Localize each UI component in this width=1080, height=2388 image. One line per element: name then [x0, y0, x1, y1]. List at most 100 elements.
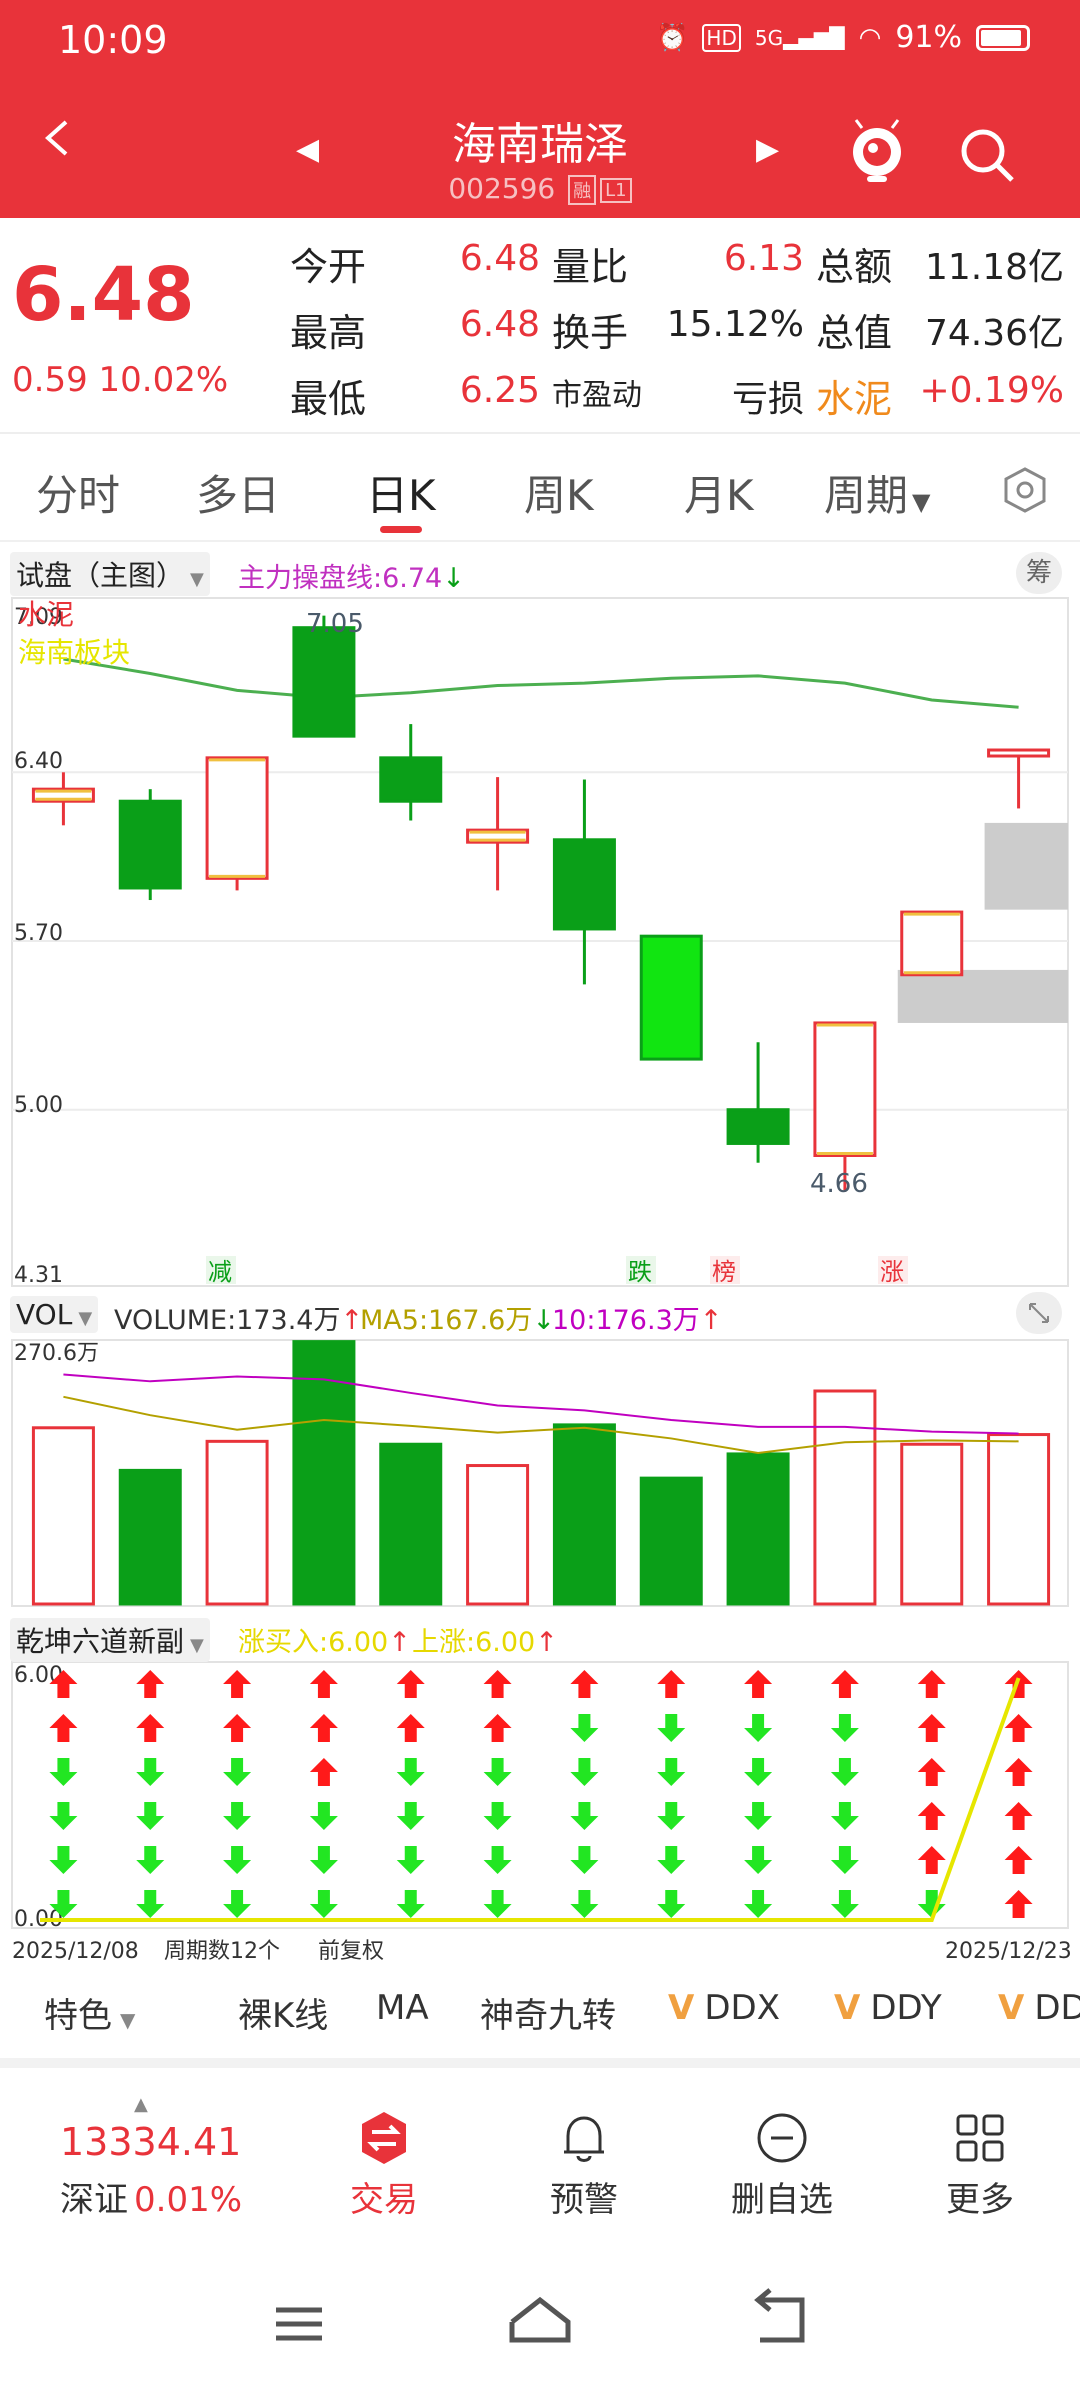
board-overlay-label: 海南板块 — [18, 636, 130, 669]
tab-multi-day[interactable]: 多日 — [196, 471, 281, 520]
menu-icon[interactable] — [276, 2307, 322, 2341]
main-chart-labels: 7.09 6.40 5.70 5.00 4.31 水泥 海南板块 7.05 4.… — [14, 598, 868, 1288]
search-icon[interactable] — [958, 126, 1016, 184]
margin-tag: 融 — [568, 175, 597, 205]
arrow-up-signal — [1004, 1714, 1033, 1742]
expand-button[interactable] — [1016, 1292, 1062, 1334]
volume-ratio-value: 6.13 — [723, 238, 804, 279]
turnover-amount-value: 11.18亿 — [924, 247, 1064, 288]
arrow-down-signal — [830, 1714, 859, 1742]
event-markers: 减 跌 榜 涨 — [206, 1256, 908, 1286]
caret-down-icon: ▼ — [190, 1635, 204, 1656]
arrow-up-signal — [917, 1670, 946, 1698]
arrow-up-signal — [136, 1670, 165, 1698]
arrow-down-signal — [136, 1758, 165, 1786]
volume-bar — [466, 1464, 530, 1606]
home-icon[interactable] — [509, 2296, 571, 2343]
battery-percent: 91% — [895, 20, 962, 55]
back-icon[interactable] — [38, 118, 78, 158]
marker-fall[interactable]: 跌 — [628, 1258, 652, 1286]
end-date: 2025/12/23 — [945, 1939, 1072, 1964]
ddx-button[interactable]: V DDX — [668, 1988, 780, 2028]
tab-period[interactable]: 周期 ▼ — [824, 462, 930, 523]
arrow-down-signal — [309, 1846, 338, 1874]
volume-ma-lines — [63, 1373, 1019, 1454]
ddz-button[interactable]: V DD — [998, 1988, 1080, 2028]
feature-dropdown[interactable]: 特色 ▼ — [44, 1988, 135, 2037]
sector-label[interactable]: 水泥 — [816, 377, 893, 421]
marker-rise[interactable]: 涨 — [880, 1258, 904, 1286]
arrow-up-signal — [223, 1714, 252, 1742]
index-value[interactable]: 13334.41 — [60, 2120, 242, 2164]
nav-trade[interactable]: 交易 — [304, 2110, 464, 2221]
tab-monthly-k[interactable]: 月K — [684, 471, 754, 520]
start-date: 2025/12/08 — [12, 1939, 139, 1964]
arrow-down-signal — [483, 1890, 512, 1918]
open-value: 6.48 — [459, 238, 540, 279]
arrow-down-signal — [49, 1758, 78, 1786]
candle — [31, 772, 95, 826]
hexagon-settings-icon[interactable] — [1000, 465, 1050, 515]
active-tab-indicator — [380, 526, 422, 533]
low-value: 6.25 — [459, 370, 540, 411]
arrow-down-signal — [830, 1758, 859, 1786]
arrow-up-signal — [917, 1714, 946, 1742]
arrow-down-signal — [396, 1758, 425, 1786]
sub-indicator-selector[interactable]: 乾坤六道新副 ▼ — [10, 1618, 210, 1662]
volume-bar — [31, 1426, 95, 1606]
next-stock-button[interactable]: ▶ — [756, 132, 780, 167]
tab-weekly-k[interactable]: 周K — [524, 471, 594, 520]
index-info[interactable]: 深证 0.01% — [60, 2172, 242, 2221]
arrow-down-signal — [136, 1846, 165, 1874]
arrow-down-icon: ↓ — [442, 563, 465, 594]
trade-icon — [362, 2112, 406, 2164]
level-tag: L1 — [600, 177, 632, 203]
candle — [639, 934, 703, 1061]
turnover-rate-label: 换手 — [552, 311, 629, 355]
divider — [0, 540, 1080, 542]
back-nav-icon[interactable] — [754, 2288, 805, 2343]
chips-distribution-button[interactable]: 筹 — [1016, 552, 1062, 594]
volume-bar — [292, 1340, 356, 1606]
arrow-down-signal — [223, 1846, 252, 1874]
nav-remove-watchlist[interactable]: 删自选 — [702, 2110, 862, 2221]
y-tick-4: 5.00 — [14, 1093, 63, 1118]
main-indicator-legend: 主力操盘线:6.74↓ — [238, 556, 465, 595]
arrow-down-signal — [309, 1890, 338, 1918]
marker-list[interactable]: 榜 — [712, 1258, 736, 1286]
divider — [0, 432, 1080, 434]
arrow-down-icon: ↓ — [532, 1305, 555, 1336]
arrow-up-signal — [309, 1758, 338, 1786]
ma-button[interactable]: MA — [376, 1988, 429, 2028]
tab-daily-k[interactable]: 日K — [366, 471, 436, 520]
arrow-up-signal — [1004, 1890, 1033, 1918]
tab-intraday[interactable]: 分时 — [36, 471, 121, 520]
candle-body — [987, 748, 1051, 758]
volume-y-top: 270.6万 — [14, 1341, 99, 1366]
arrow-down-signal — [49, 1890, 78, 1918]
nine-turn-button[interactable]: 神奇九转 — [480, 1996, 616, 2036]
arrow-up-signal — [49, 1670, 78, 1698]
marker-reduce[interactable]: 减 — [208, 1258, 232, 1286]
y-tick-3: 5.70 — [14, 921, 63, 946]
arrow-up-signal — [483, 1714, 512, 1742]
nav-more[interactable]: 更多 — [900, 2110, 1060, 2221]
volume-bars — [31, 1340, 1051, 1606]
kline-chart-area[interactable]: 7.09 6.40 5.70 5.00 4.31 水泥 海南板块 7.05 4.… — [0, 590, 1080, 1970]
arrow-up-signal — [309, 1670, 338, 1698]
naked-k-button[interactable]: 裸K线 — [238, 1996, 329, 2036]
sector-change-value: +0.19% — [919, 370, 1064, 411]
volume-selector[interactable]: VOL ▼ — [10, 1296, 99, 1333]
prev-stock-button[interactable]: ◀ — [296, 132, 320, 167]
assistant-robot-icon[interactable] — [846, 118, 908, 184]
arrow-down-signal — [744, 1714, 773, 1742]
arrow-up-signal — [657, 1670, 686, 1698]
main-chart-selector[interactable]: 试盘（主图） ▼ — [10, 552, 210, 596]
nav-alert[interactable]: 预警 — [504, 2110, 664, 2221]
arrow-up-icon: ↑ — [340, 1305, 364, 1336]
ddy-button[interactable]: V DDY — [834, 1988, 942, 2028]
nav-remove-watchlist-label: 删自选 — [731, 2180, 833, 2220]
arrow-down-signal — [483, 1758, 512, 1786]
arrow-up-signal — [49, 1714, 78, 1742]
